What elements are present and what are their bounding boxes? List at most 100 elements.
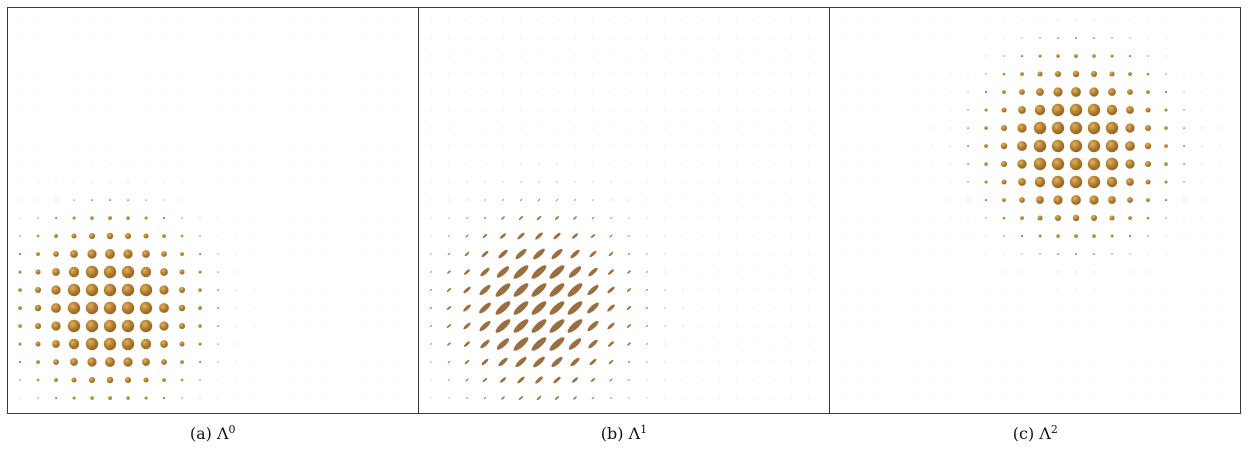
- glyph-sphere: [1039, 253, 1041, 255]
- glyph-ellipse: [627, 252, 631, 256]
- glyph-ellipse: [610, 199, 612, 201]
- glyph-ellipse: [628, 235, 630, 237]
- glyph-sphere: [949, 109, 951, 111]
- glyph-ellipse: [736, 379, 738, 381]
- glyph-sphere: [949, 379, 951, 381]
- glyph-sphere: [253, 343, 255, 345]
- glyph-ellipse: [628, 163, 630, 165]
- glyph-ellipse: [790, 289, 792, 291]
- glyph-sphere: [91, 199, 93, 201]
- glyph-sphere: [217, 127, 219, 129]
- glyph-sphere: [1074, 234, 1078, 238]
- glyph-sphere: [325, 199, 327, 201]
- glyph-sphere: [51, 303, 61, 313]
- glyph-ellipse: [772, 289, 774, 291]
- glyph-sphere: [163, 199, 165, 201]
- glyph-ellipse: [718, 55, 720, 57]
- glyph-sphere: [325, 289, 327, 291]
- glyph-sphere: [103, 265, 117, 279]
- glyph-ellipse: [429, 306, 433, 310]
- glyph-sphere: [1072, 70, 1080, 78]
- glyph-sphere: [877, 145, 879, 147]
- glyph-sphere: [343, 91, 345, 93]
- glyph-ellipse: [646, 37, 648, 39]
- glyph-ellipse: [483, 216, 487, 220]
- glyph-sphere: [967, 271, 969, 273]
- glyph-sphere: [235, 325, 237, 327]
- glyph-sphere: [949, 307, 951, 309]
- glyph-sphere: [913, 73, 915, 75]
- glyph-sphere: [895, 217, 897, 219]
- glyph-sphere: [379, 55, 381, 57]
- glyph-sphere: [949, 91, 951, 93]
- glyph-sphere: [931, 217, 933, 219]
- glyph-sphere: [109, 163, 111, 165]
- glyph-ellipse: [574, 127, 576, 129]
- glyph-sphere: [967, 145, 969, 147]
- glyph-ellipse: [627, 342, 631, 346]
- glyph-ellipse: [430, 127, 432, 129]
- glyph-sphere: [161, 359, 167, 365]
- glyph-ellipse: [790, 127, 792, 129]
- glyph-sphere: [1219, 271, 1221, 273]
- glyph-ellipse: [646, 361, 648, 363]
- glyph-sphere: [877, 127, 879, 129]
- glyph-sphere: [379, 127, 381, 129]
- glyph-ellipse: [466, 181, 468, 183]
- glyph-sphere: [1110, 234, 1114, 238]
- glyph-sphere: [73, 19, 75, 21]
- glyph-sphere: [105, 249, 115, 259]
- glyph-sphere: [1039, 37, 1041, 39]
- glyph-sphere: [841, 109, 843, 111]
- glyph-sphere: [1219, 91, 1221, 93]
- glyph-sphere: [1039, 325, 1041, 327]
- glyph-sphere: [1146, 90, 1150, 94]
- glyph-ellipse: [718, 199, 720, 201]
- glyph-ellipse: [466, 127, 468, 129]
- glyph-ellipse: [607, 304, 615, 312]
- glyph-sphere: [984, 198, 988, 202]
- glyph-sphere: [1146, 216, 1150, 220]
- glyph-sphere: [180, 234, 184, 238]
- glyph-sphere: [985, 253, 987, 255]
- glyph-sphere: [68, 338, 80, 350]
- glyph-sphere: [877, 109, 879, 111]
- glyph-sphere: [343, 289, 345, 291]
- glyph-sphere: [343, 73, 345, 75]
- glyph-ellipse: [536, 215, 542, 221]
- glyph-sphere: [397, 37, 399, 39]
- glyph-ellipse: [754, 397, 756, 399]
- glyph-sphere: [1075, 343, 1077, 345]
- glyph-sphere: [85, 283, 99, 297]
- glyph-sphere: [37, 109, 39, 111]
- glyph-sphere: [91, 91, 93, 93]
- glyph-ellipse: [520, 37, 522, 39]
- glyph-sphere: [361, 253, 363, 255]
- glyph-ellipse: [664, 379, 666, 381]
- glyph-ellipse: [463, 304, 471, 312]
- glyph-ellipse: [447, 360, 451, 364]
- glyph-sphere: [931, 253, 933, 255]
- glyph-sphere: [1038, 234, 1042, 238]
- glyph-ellipse: [736, 397, 738, 399]
- glyph-sphere: [985, 55, 987, 57]
- glyph-sphere: [181, 145, 183, 147]
- glyph-sphere: [37, 91, 39, 93]
- glyph-ellipse: [556, 145, 558, 147]
- glyph-sphere: [931, 379, 933, 381]
- glyph-ellipse: [754, 19, 756, 21]
- glyph-sphere: [967, 289, 969, 291]
- glyph-ellipse: [610, 55, 612, 57]
- glyph-sphere: [253, 181, 255, 183]
- glyph-ellipse: [772, 361, 774, 363]
- glyph-ellipse: [464, 251, 470, 257]
- glyph-sphere: [144, 216, 148, 220]
- glyph-sphere: [127, 73, 129, 75]
- glyph-ellipse: [808, 199, 810, 201]
- glyph-ellipse: [700, 217, 702, 219]
- glyph-ellipse: [664, 109, 666, 111]
- glyph-sphere: [35, 341, 41, 347]
- glyph-sphere: [289, 289, 291, 291]
- glyph-ellipse: [808, 19, 810, 21]
- glyph-sphere: [1219, 361, 1221, 363]
